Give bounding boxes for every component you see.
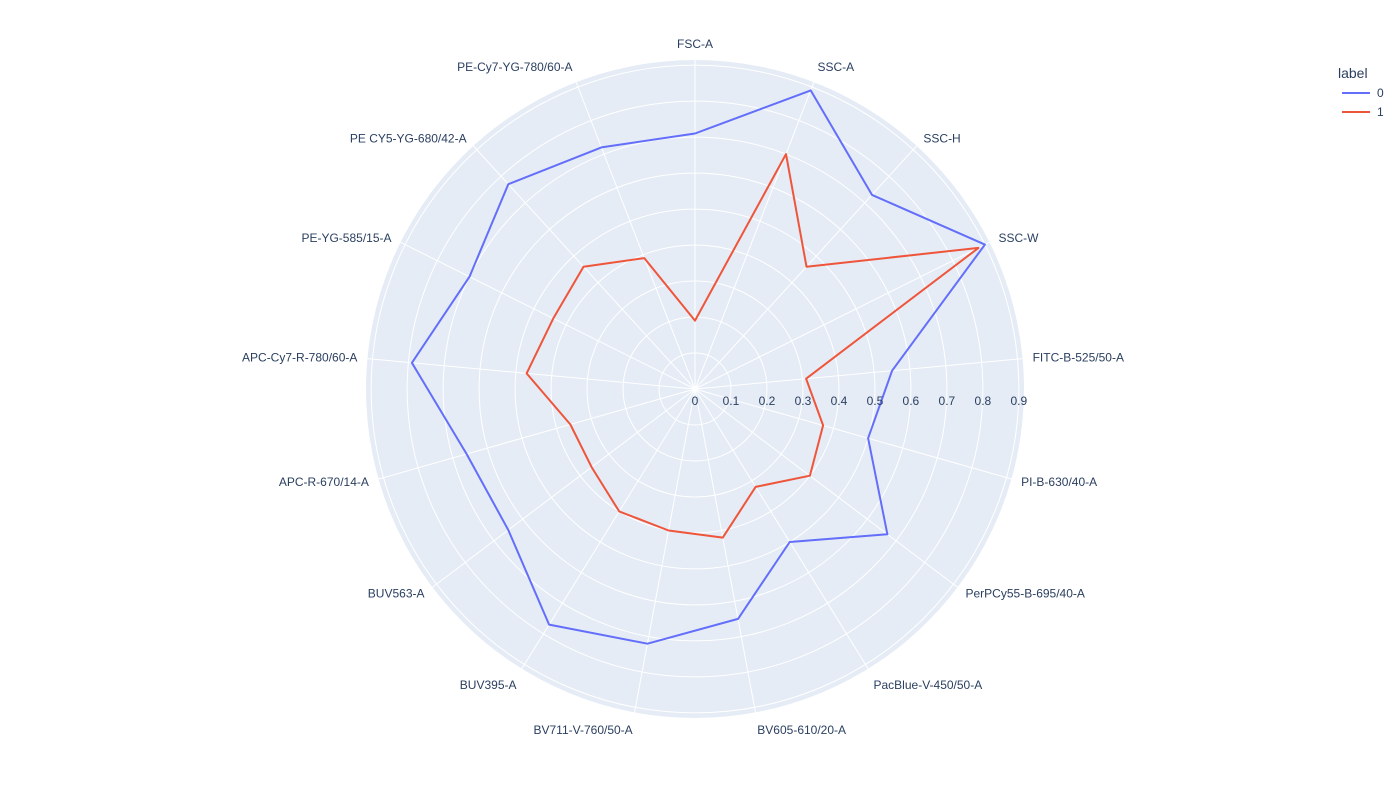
radial-tick-label-9: 0.9 bbox=[1011, 394, 1028, 408]
series-line-0[interactable] bbox=[410, 89, 986, 645]
spoke-4 bbox=[694, 358, 1023, 390]
angular-label-11: BUV563-A bbox=[368, 586, 425, 600]
spoke-10 bbox=[521, 388, 696, 669]
angular-label-10: BUV395-A bbox=[460, 678, 517, 692]
spoke-12 bbox=[378, 388, 696, 480]
radial-tick-label-7: 0.7 bbox=[939, 394, 956, 408]
radial-tick-label-3: 0.3 bbox=[795, 394, 812, 408]
angular-label-3: SSC-W bbox=[999, 231, 1040, 245]
radial-tick-label-1: 0.1 bbox=[723, 394, 740, 408]
radial-tick-label-4: 0.4 bbox=[831, 394, 848, 408]
angular-label-6: PerPCy55-B-695/40-A bbox=[966, 586, 1085, 600]
series-line-1[interactable] bbox=[525, 153, 980, 539]
spoke-3 bbox=[694, 241, 990, 390]
legend-title: label bbox=[1338, 65, 1368, 81]
polar-grid bbox=[367, 60, 1023, 714]
angular-label-12: APC-R-670/14-A bbox=[279, 475, 369, 489]
angular-label-0: FSC-A bbox=[677, 37, 713, 51]
spoke-16 bbox=[575, 82, 696, 390]
spoke-14 bbox=[400, 241, 696, 390]
angular-tick-labels: FSC-A SSC-A SSC-H SSC-W FITC-B-525/50-A PI-B-… bbox=[242, 37, 1124, 737]
legend-label-0: 0 bbox=[1377, 86, 1384, 100]
angular-label-5: PI-B-630/40-A bbox=[1021, 475, 1097, 489]
angular-label-2: SSC-H bbox=[923, 132, 960, 146]
radial-tick-label-8: 0.8 bbox=[975, 394, 992, 408]
angular-label-9: BV711-V-760/50-A bbox=[534, 723, 633, 737]
legend-item-0[interactable]: 0 bbox=[1342, 86, 1384, 100]
radial-tick-label-6: 0.6 bbox=[903, 394, 920, 408]
angular-label-14: PE-YG-585/15-A bbox=[301, 231, 391, 245]
angular-label-13: APC-Cy7-R-780/60-A bbox=[242, 351, 357, 365]
angular-label-1: SSC-A bbox=[818, 60, 855, 74]
spoke-9 bbox=[634, 388, 696, 713]
radial-tick-label-0: 0 bbox=[692, 394, 699, 408]
angular-label-15: PE CY5-YG-680/42-A bbox=[350, 132, 467, 146]
series-layer bbox=[410, 89, 986, 645]
radial-tick-labels: 0 0.1 0.2 0.3 0.4 0.5 0.6 0.7 0.8 0.9 bbox=[692, 394, 1028, 408]
spoke-11 bbox=[432, 388, 696, 588]
legend: label 0 1 bbox=[1338, 65, 1384, 119]
spoke-8 bbox=[694, 388, 756, 713]
angular-label-16: PE-Cy7-YG-780/60-A bbox=[457, 60, 572, 74]
angular-label-4: FITC-B-525/50-A bbox=[1033, 351, 1124, 365]
spoke-6 bbox=[694, 388, 958, 588]
spoke-5 bbox=[694, 388, 1012, 480]
legend-item-1[interactable]: 1 bbox=[1342, 105, 1384, 119]
spoke-7 bbox=[694, 388, 869, 669]
radial-tick-label-2: 0.2 bbox=[759, 394, 776, 408]
legend-label-1: 1 bbox=[1377, 105, 1384, 119]
spoke-1 bbox=[694, 82, 815, 390]
angular-label-7: PacBlue-V-450/50-A bbox=[874, 678, 983, 692]
angular-label-8: BV605-610/20-A bbox=[757, 723, 846, 737]
spoke-13 bbox=[367, 358, 696, 390]
radial-tick-label-5: 0.5 bbox=[867, 394, 884, 408]
